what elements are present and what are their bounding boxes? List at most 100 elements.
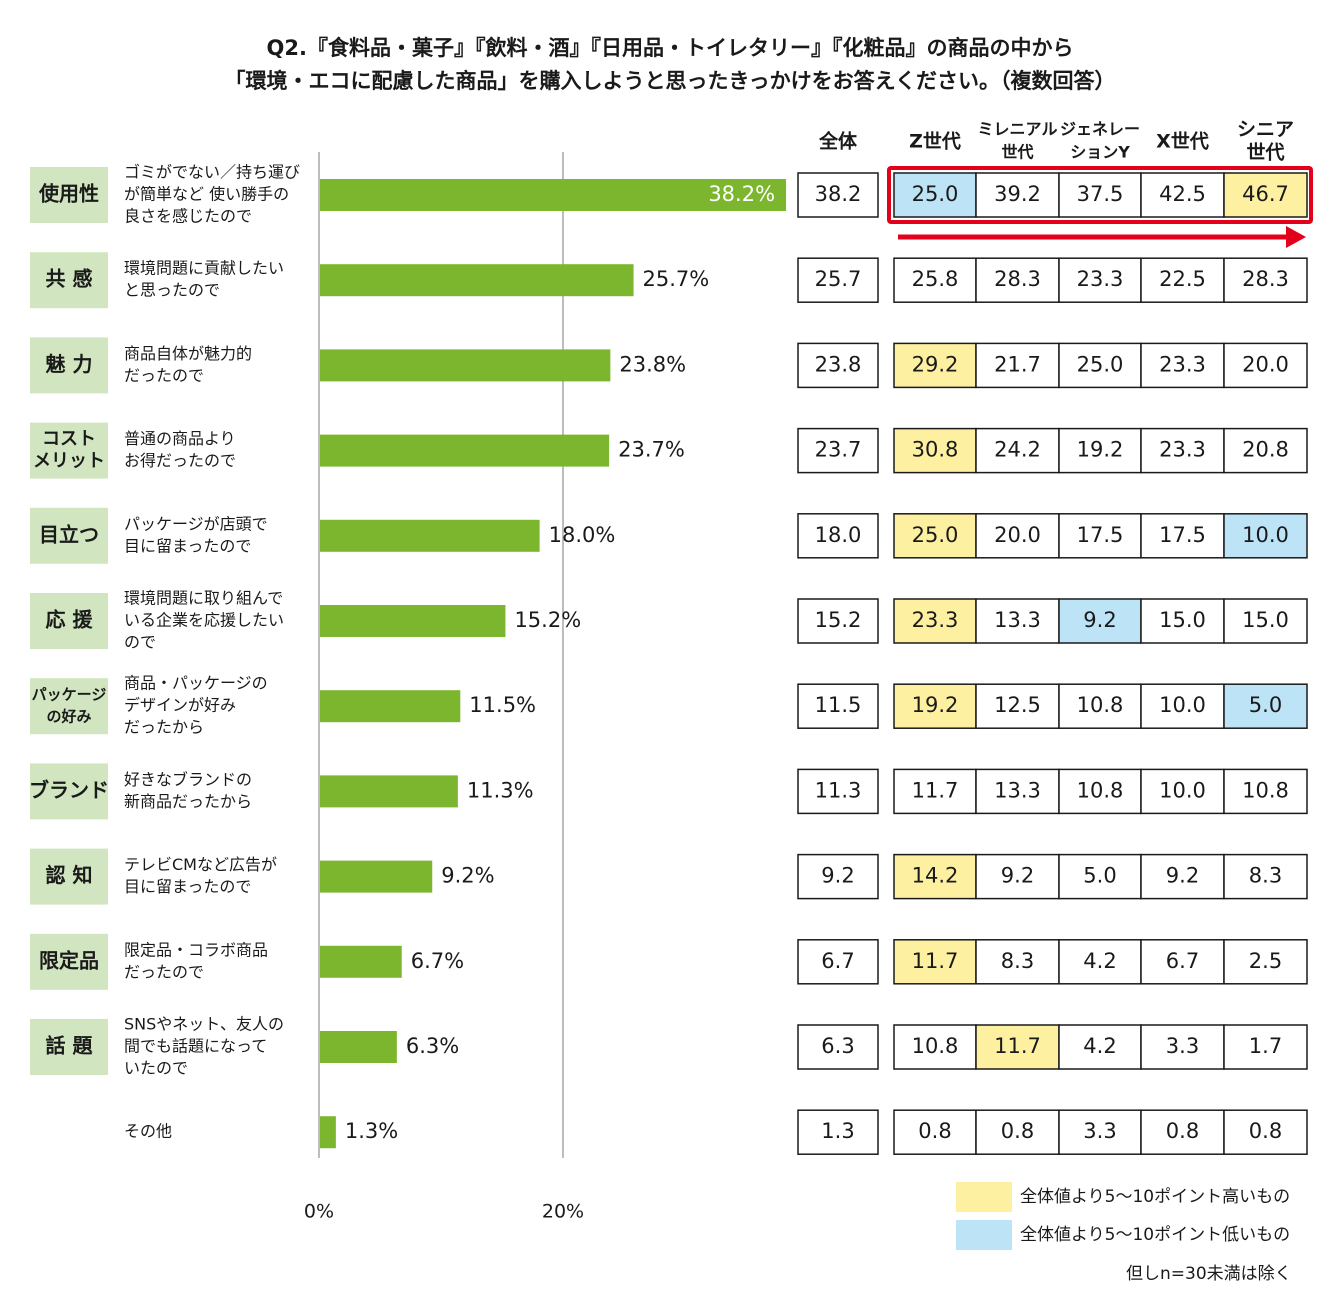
table-header: ジェネレー [1060,120,1140,139]
generation-cell [1140,1109,1225,1155]
generation-value: 46.7 [1242,182,1289,206]
generation-value: 15.0 [1242,608,1289,632]
category-description: だったので [124,962,204,981]
generation-value: 13.3 [994,608,1041,632]
category-tag-bg [30,678,108,735]
category-description: 環境問題に取り組んで [124,589,283,608]
category-tag-bg [30,593,108,649]
bar-value-label: 38.2% [708,182,775,206]
category-tag-label: メリット [33,451,105,472]
bar [320,264,634,297]
category-tag-bg [30,1019,108,1075]
generation-value: 14.2 [912,864,959,888]
total-cell [797,939,879,985]
category-tag-label: 共 感 [46,267,93,291]
generation-value: 23.3 [1077,267,1124,291]
generation-value: 3.3 [1166,1034,1199,1058]
legend-swatch-high [956,1182,1012,1212]
category-tag-label: 限定品 [39,948,99,972]
category-description: その他 [124,1122,172,1141]
generation-cell [1223,513,1308,559]
generation-value: 10.0 [1242,523,1289,547]
category-tag-label: 認 知 [46,863,93,887]
generation-cell [975,257,1060,303]
category-description: デザインが好み [124,696,236,715]
footnote: 但しn=30未満は除く [1126,1264,1292,1284]
bar-value-label: 9.2% [441,864,494,888]
generation-value: 28.3 [994,267,1041,291]
generation-value: 11.7 [912,949,959,973]
generation-cell [975,768,1060,815]
legend-text-high: 全体値より5～10ポイント高いもの [1020,1187,1291,1207]
total-cell [797,172,879,218]
legend-text-low: 全体値より5～10ポイント低いもの [1020,1225,1291,1245]
total-value: 15.2 [815,608,862,632]
category-description: 間でも話題になって [124,1037,267,1056]
category-tag-bg [30,507,108,564]
total-cell [797,1109,879,1155]
total-value: 11.3 [815,778,862,802]
generation-value: 37.5 [1077,182,1124,206]
category-tag-label: 使用性 [38,182,99,206]
bar-value-label: 11.3% [467,778,534,802]
chart-title-line2: 「環境・エコに配慮した商品」を購入しようと思ったきっかけをお答えください。（複数… [224,69,1116,93]
generation-value: 17.5 [1077,523,1124,547]
generation-value: 0.8 [1166,1119,1199,1143]
total-value: 23.8 [815,352,862,376]
generation-value: 23.3 [1159,438,1206,462]
generation-value: 15.0 [1159,608,1206,632]
generation-value: 10.0 [1159,778,1206,802]
generation-cell [1223,939,1308,985]
generation-value: 11.7 [994,1034,1041,1058]
generation-value: 5.0 [1249,693,1282,717]
generation-value: 4.2 [1083,949,1116,973]
highlight-frame [887,166,1313,224]
category-tag-bg [30,252,108,309]
table-header: シニア [1237,119,1294,141]
generation-cell [1058,939,1142,985]
generation-value: 25.0 [912,523,959,547]
total-cell [797,342,879,389]
category-description: だったので [124,366,204,385]
generation-value: 8.3 [1001,949,1034,973]
generation-value: 0.8 [1001,1119,1034,1143]
generation-value: 10.8 [1077,778,1124,802]
bar [320,860,433,893]
total-cell [797,427,879,474]
bar [320,519,540,552]
generation-cell [1223,768,1308,815]
generation-value: 23.3 [1159,352,1206,376]
category-description: テレビCMなど広告が [124,855,277,874]
bar [320,775,458,808]
total-value: 6.3 [821,1034,854,1058]
generation-cell [1140,1024,1225,1070]
generation-value: 19.2 [912,693,959,717]
generation-value: 0.8 [918,1119,951,1143]
generation-cell [975,1024,1060,1070]
generation-cell [1058,342,1142,389]
generation-cell [975,598,1060,644]
table-header: ミレニアル [977,120,1057,139]
generation-cell [975,683,1060,729]
generation-value: 9.2 [1083,608,1116,632]
generation-cell [893,257,977,303]
generation-value: 12.5 [994,693,1041,717]
category-tag-label: 目立つ [39,522,99,546]
generation-cell [893,1024,977,1070]
bar [320,434,610,467]
total-cell [797,257,879,303]
generation-value: 17.5 [1159,523,1206,547]
generation-value: 1.7 [1249,1034,1282,1058]
generation-value: 9.2 [1001,864,1034,888]
legend-swatch-low [956,1220,1012,1250]
category-tag-label: の好み [46,708,91,726]
category-tag-label: パッケージ [32,686,107,704]
chart-title-line1: Q2.『食料品・菓子』『飲料・酒』『日用品・トイレタリー』『化粧品』の商品の中か… [266,36,1074,60]
total-cell [797,1024,879,1070]
generation-value: 10.0 [1159,693,1206,717]
generation-value: 6.7 [1166,949,1199,973]
generation-value: 24.2 [994,438,1041,462]
generation-cell [1223,342,1308,389]
category-description: 良さを感じたので [124,207,252,226]
